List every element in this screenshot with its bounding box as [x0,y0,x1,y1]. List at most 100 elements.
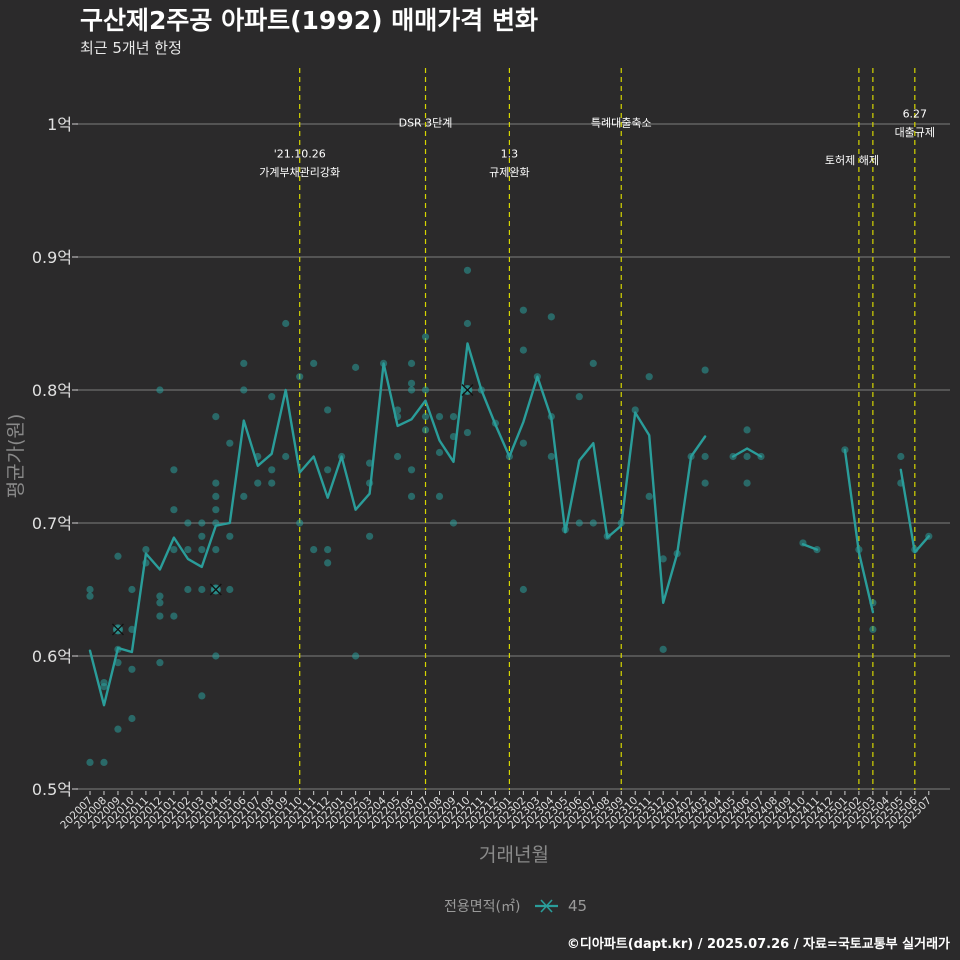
transaction-point [198,532,206,540]
legend-key-icon [535,899,558,913]
x-axis-label: 거래년월 [479,844,549,866]
transaction-point [366,459,374,467]
cross-markers [112,384,474,636]
transaction-point [589,519,597,527]
transaction-point [897,452,905,461]
grid-lines [76,123,950,790]
transaction-point [659,645,667,653]
event-annotation-text: '21.10.26 [274,147,326,160]
transaction-point [449,519,458,527]
transaction-point [184,546,192,554]
transaction-point [114,552,122,560]
y-tick-label: 0.7억 [32,514,72,533]
transaction-point [324,559,332,567]
series-line-45 [843,448,875,614]
transaction-point [407,379,416,387]
transaction-point [156,659,164,667]
transaction-point [421,426,430,434]
transaction-point [631,406,639,414]
event-annotation-text: 대출규제 [895,126,935,139]
transaction-point [184,519,192,527]
transaction-point [435,492,444,500]
transaction-point [519,346,527,354]
transaction-point [743,479,751,487]
event-lines [299,68,916,790]
transaction-point [198,692,206,700]
series-line-45 [88,342,707,707]
transaction-point [659,555,667,563]
legend-key-cross [540,899,553,913]
y-tick-label: 0.9억 [32,248,72,267]
transaction-point [184,585,192,594]
y-tick-label: 0.8억 [32,381,72,400]
event-annotation-text: DSR 3단계 [399,117,453,130]
transaction-point [296,519,304,527]
transaction-point [463,428,472,437]
cross-marker-stroke [461,384,474,396]
transaction-point [114,659,122,667]
transaction-point [212,546,220,554]
transaction-point [254,479,262,487]
transaction-point [547,452,555,461]
cross-marker [209,583,222,596]
transaction-point [170,612,178,620]
transaction-point [212,506,220,514]
transaction-point [324,466,332,474]
transaction-point [100,758,108,767]
transaction-point [282,452,290,461]
transaction-point [156,612,164,620]
transaction-point [100,682,108,691]
event-annotation-text: 토허제 해제 [825,153,879,167]
x-axis-ticks: 2020072020082020092020102020112020122021… [58,791,934,831]
transaction-point [421,413,430,421]
transaction-point [547,313,555,321]
y-tick-label: 0.6억 [32,647,72,666]
transaction-point [393,452,402,461]
transaction-point [589,359,597,367]
transaction-point [198,585,206,594]
transaction-point [170,506,178,514]
transaction-point [366,532,374,540]
event-annotations: '21.10.26 가계부채관리강화 DSR 3단계 1.3 규제완화 특례대출축소토허제… [259,107,935,179]
legend: 전용면적(㎡) 45 [444,897,587,915]
event-annotation-text: 규제완화 [489,166,529,179]
transaction-point [86,585,94,594]
transaction-point [156,599,164,607]
transaction-point [226,585,234,594]
transaction-point [156,386,164,394]
transaction-point [701,452,709,461]
transaction-point [86,592,94,600]
transaction-point [575,393,583,401]
transaction-point [268,479,276,487]
cross-marker-stroke [112,623,124,636]
transaction-point [128,665,136,673]
transaction-point [435,448,444,457]
event-annotation-text: 특례대출축소 [591,117,652,130]
transaction-point [128,714,136,723]
transaction-point [869,625,877,634]
transaction-point [226,532,234,540]
caption: ©디아파트(dapt.kr) / 2025.07.26 / 자료=국토교통부 실… [567,936,950,952]
transaction-point [701,366,709,374]
y-axis-ticks: 0.5억 0.6억 0.7억 0.8억 0.9억 1억 [32,115,78,799]
transaction-point [519,306,527,314]
transaction-point [240,359,248,367]
transaction-point [421,333,430,341]
transaction-point [212,413,220,421]
transaction-point [268,466,276,474]
transaction-point [407,492,416,500]
transaction-point [645,373,653,381]
event-annotation-text: 6.27 [903,107,928,120]
average-line [88,342,930,707]
transaction-point [352,363,360,371]
transaction-point [519,439,527,447]
transaction-point [407,359,416,367]
transaction-point [128,585,136,594]
transaction-point [645,492,653,500]
legend-title: 전용면적(㎡) [444,899,520,915]
transaction-point [449,413,458,421]
transaction-point [310,546,318,554]
transaction-point [393,406,402,414]
cross-marker [112,623,124,636]
